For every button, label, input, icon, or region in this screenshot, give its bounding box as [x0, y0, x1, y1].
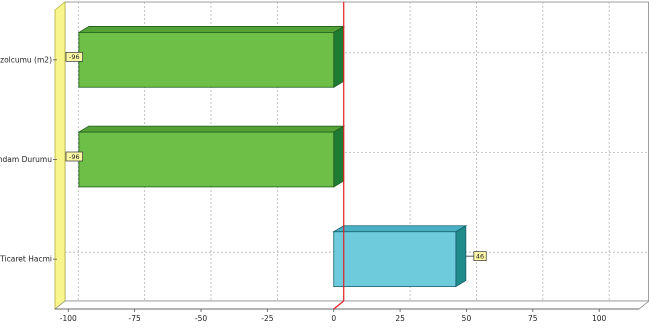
left-wall	[54, 1, 66, 310]
category-label-1: Istihdam Durumu	[0, 155, 52, 164]
category-label-0: Yuzolcumu (m2)	[0, 55, 52, 64]
x-tick-label-6: 50	[462, 314, 472, 323]
category-labels: Yuzolcumu (m2) Istihdam Durumu Ticaret Hac…	[0, 55, 57, 264]
value-label-text: -96	[69, 153, 80, 161]
bar-0	[77, 25, 346, 88]
value-label-box	[473, 251, 487, 262]
x-tick-label-2: -50	[195, 314, 207, 323]
value-labels: -96 -96 46	[65, 51, 487, 262]
bars	[77, 25, 468, 288]
x-tick-label-3: -25	[261, 314, 273, 323]
x-tick-label-5: 25	[395, 314, 405, 323]
bar-side-face	[455, 225, 467, 288]
x-tick-label-4: 0	[331, 314, 336, 323]
bar-1	[77, 125, 346, 188]
bar-side-face	[333, 25, 345, 88]
bar-top-face	[332, 225, 468, 233]
x-tick-label-0: -100	[60, 314, 77, 323]
x-axis: -100 -75 -50 -25 0 25 50 75 100	[55, 308, 639, 323]
value-label-0: -96	[65, 51, 83, 62]
value-label-1: -96	[65, 151, 83, 162]
bar-top-face	[77, 26, 346, 33]
bar-front-face	[333, 231, 457, 287]
bar-2	[332, 225, 468, 288]
bar-front-face	[78, 131, 335, 188]
zero-line-group	[333, 2, 345, 310]
value-label-box	[65, 151, 83, 162]
bar-top-face	[77, 125, 346, 133]
value-label-2: 46	[465, 251, 487, 262]
x-tick-label-7: 75	[528, 314, 538, 323]
category-label-2: Ticaret Hacmi	[0, 255, 52, 264]
value-label-box	[65, 51, 83, 62]
x-tick-label-1: -75	[129, 314, 141, 323]
bar-front-face	[78, 32, 335, 88]
zero-line-floor	[333, 300, 345, 310]
value-label-text: -96	[69, 53, 80, 61]
floor	[53, 300, 649, 310]
value-label-text: 46	[476, 252, 484, 260]
x-tick-label-8: 100	[592, 314, 607, 323]
bar-side-face	[333, 125, 345, 188]
